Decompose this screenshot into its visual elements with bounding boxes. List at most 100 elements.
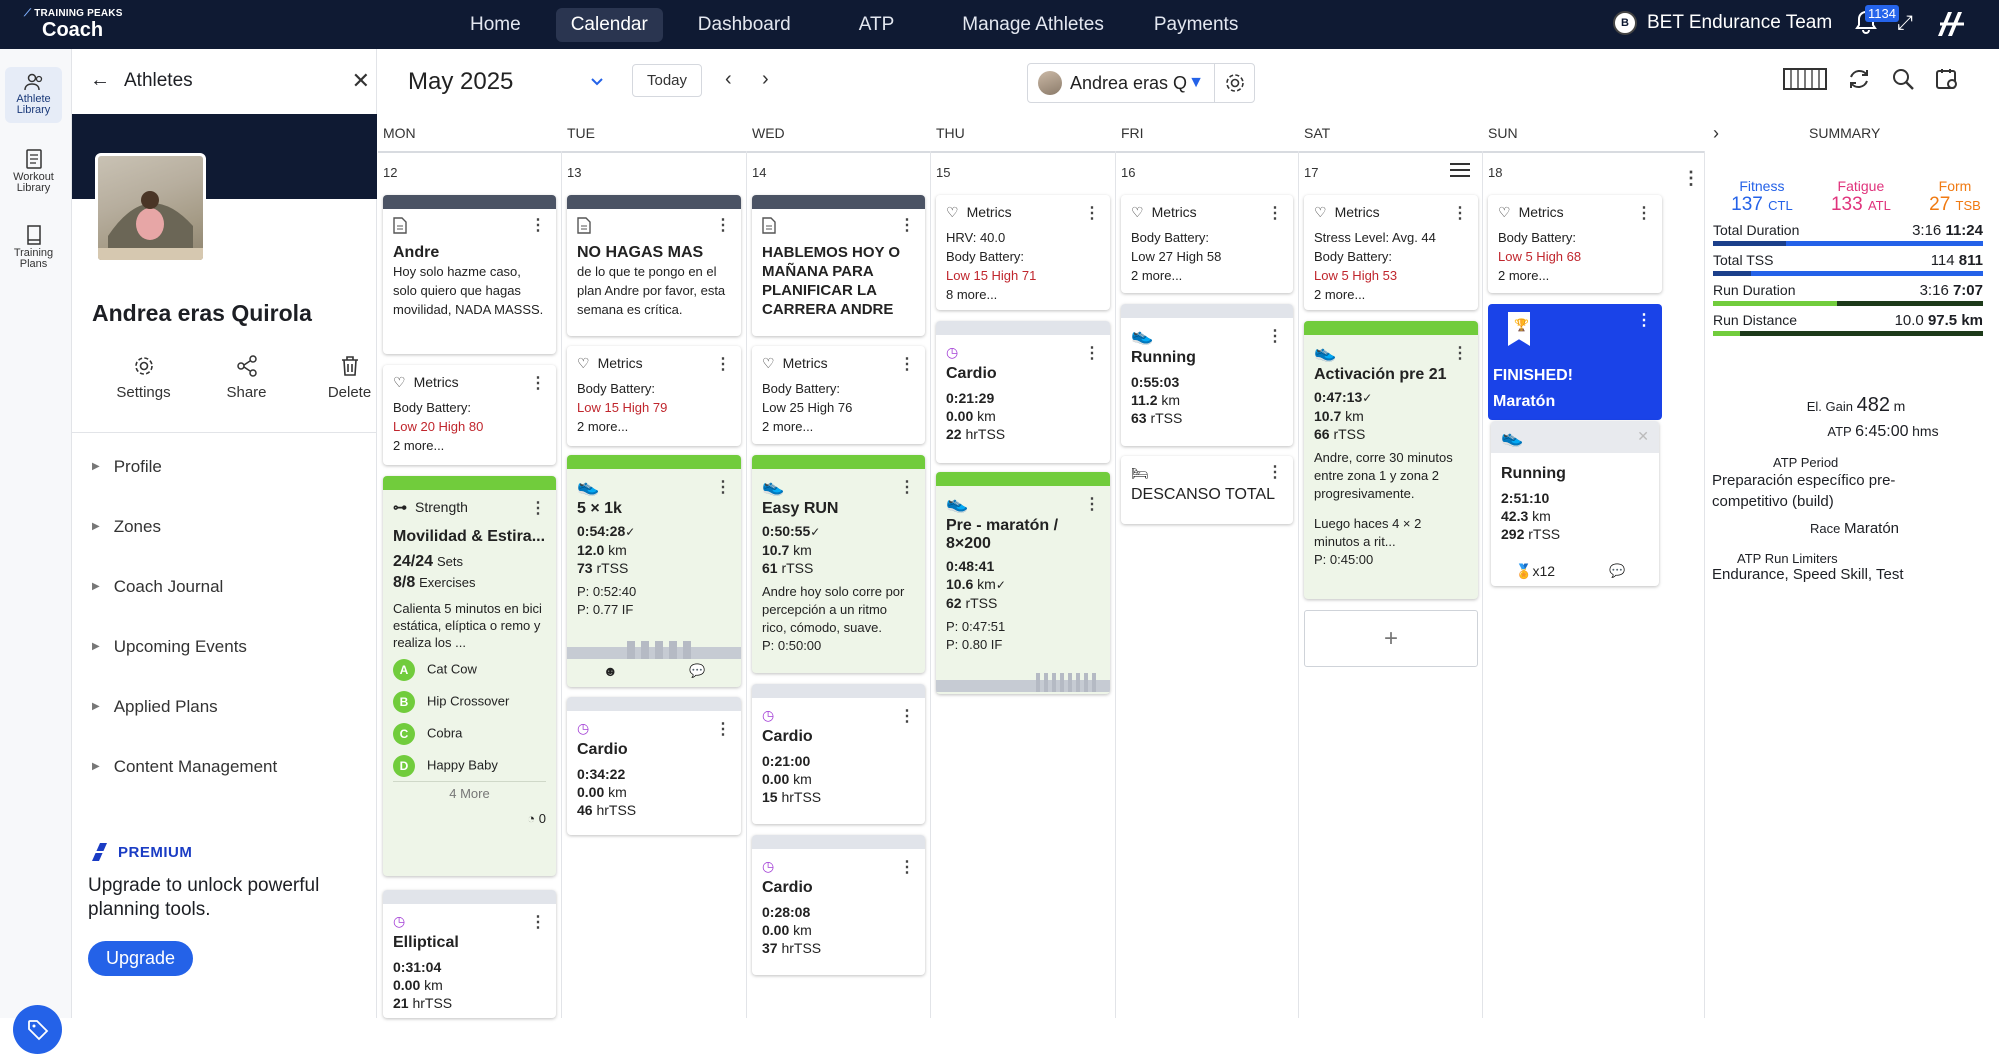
- cardio-card[interactable]: ⋮ ◷ Cardio 0:21:00 0.00 km 15 hrTSS: [752, 684, 925, 824]
- comments-icon[interactable]: 💬: [1609, 563, 1626, 578]
- run-workout-card[interactable]: ⋮ 👟 Running 0:55:03 11.2 km 63 rTSS: [1121, 304, 1293, 446]
- kebab-icon[interactable]: ⋮: [715, 217, 731, 234]
- menu-applied-plans[interactable]: ▶ Applied Plans: [92, 697, 218, 716]
- more-exercises-link[interactable]: 4 More: [393, 781, 546, 803]
- cardio-card[interactable]: ⋮ ◷ Cardio 0:34:22 0.00 km 46 hrTSS: [567, 697, 741, 835]
- kebab-icon[interactable]: ⋮: [715, 721, 731, 738]
- nav-payments[interactable]: Payments: [1153, 14, 1239, 35]
- chevron-right-icon[interactable]: ›: [762, 68, 769, 90]
- trainingpeaks-logo[interactable]: ⟋ TRAINING PEAKS Coach: [24, 8, 123, 41]
- athlete-settings-button[interactable]: [1214, 64, 1254, 102]
- athlete-selector[interactable]: Andrea eras Quir... ▼: [1027, 63, 1255, 103]
- cardio-card[interactable]: ⋮ ◷ Cardio 0:21:29 0.00 km 22 hrTSS: [936, 321, 1110, 463]
- run-workout-card[interactable]: ⋮ 👟 Easy RUN 0:50:55✓ 10.7 km 61 rTSS An…: [752, 455, 925, 673]
- metrics-card[interactable]: ⋮ ♡ Metrics Body Battery: Low 15 High 79 …: [567, 346, 741, 446]
- kebab-icon[interactable]: ⋮: [715, 479, 731, 496]
- rest-day-card[interactable]: ⋮ 🛏 DESCANSO TOTAL: [1121, 456, 1293, 524]
- metrics-card[interactable]: ⋮ ♡ Metrics HRV: 40.0 Body Battery: Low 1…: [936, 195, 1110, 310]
- note-card[interactable]: ⋮ HABLEMOS HOY O MAÑANA PARA PLANIFICAR …: [752, 195, 925, 336]
- chevron-down-icon[interactable]: [590, 74, 604, 92]
- kebab-icon[interactable]: ⋮: [1636, 312, 1652, 329]
- team-selector[interactable]: B BET Endurance Team: [1613, 11, 1832, 35]
- month-title[interactable]: May 2025: [408, 68, 514, 95]
- nav-atp[interactable]: ATP: [858, 14, 895, 35]
- kebab-icon[interactable]: ⋮: [899, 859, 915, 876]
- metrics-card[interactable]: ⋮ ♡ Metrics Body Battery: Low 27 High 58 …: [1121, 195, 1293, 293]
- kebab-icon[interactable]: ⋮: [530, 500, 546, 517]
- nav-calendar[interactable]: Calendar: [555, 8, 663, 42]
- caret-down-icon[interactable]: ▼: [1188, 74, 1204, 91]
- metrics-card[interactable]: ⋮ ♡ Metrics Body Battery: Low 20 High 80 …: [383, 365, 556, 465]
- hamburger-menu-icon[interactable]: [1449, 162, 1471, 183]
- week-kebab-icon[interactable]: ⋮: [1682, 168, 1700, 188]
- kebab-icon[interactable]: ⋮: [1452, 345, 1468, 362]
- check-icon: ✓: [995, 578, 1006, 592]
- run-workout-card[interactable]: ⋮ 👟 Pre - maratón / 8×200 0:48:41 10.6 k…: [936, 472, 1110, 694]
- nav-home[interactable]: Home: [470, 14, 521, 35]
- summary-row-label: Run Duration: [1713, 282, 1796, 298]
- kebab-icon[interactable]: ⋮: [1267, 205, 1283, 222]
- tp-brand-icon[interactable]: [1936, 10, 1966, 43]
- close-icon[interactable]: ✕: [351, 67, 370, 93]
- close-icon[interactable]: ✕: [1637, 428, 1649, 444]
- stopwatch-icon: ◷: [762, 707, 775, 723]
- calendar-header: [378, 49, 1999, 115]
- menu-profile[interactable]: ▶ Profile: [92, 457, 162, 476]
- note-card[interactable]: ⋮ Andre Hoy solo hazme caso, solo quiero…: [383, 195, 556, 354]
- run-workout-card[interactable]: ⋮ 👟 Activación pre 21 0:47:13✓ 10.7 km 6…: [1304, 321, 1478, 599]
- expand-icon[interactable]: ⤢: [1897, 12, 1913, 34]
- kebab-icon[interactable]: ⋮: [1084, 345, 1100, 362]
- metrics-card[interactable]: ⋮ ♡ Metrics Body Battery: Low 25 High 76 …: [752, 346, 925, 444]
- nav-manage-athletes[interactable]: Manage Athletes: [962, 14, 1104, 35]
- kebab-icon[interactable]: ⋮: [1084, 496, 1100, 513]
- strength-workout-card[interactable]: ⋮ ⊶ Strength Movilidad & Estira... 24/24 …: [383, 476, 556, 876]
- menu-coach-journal[interactable]: ▶ Coach Journal: [92, 577, 224, 596]
- menu-content-management[interactable]: ▶ Content Management: [92, 757, 278, 776]
- kebab-icon[interactable]: ⋮: [1267, 328, 1283, 345]
- chevron-right-icon[interactable]: ›: [1713, 122, 1719, 143]
- menu-upcoming-events[interactable]: ▶ Upcoming Events: [92, 637, 247, 656]
- menu-zones[interactable]: ▶ Zones: [92, 517, 161, 536]
- week-view-icon[interactable]: [1783, 67, 1827, 96]
- elliptical-card[interactable]: ⋮ ◷ Elliptical 0:31:04 0.00 km 21 hrTSS: [383, 890, 556, 1018]
- kebab-icon[interactable]: ⋮: [899, 479, 915, 496]
- metrics-card[interactable]: ⋮ ♡ Metrics Body Battery: Low 5 High 68 2…: [1488, 195, 1662, 293]
- comments-icon[interactable]: 💬: [689, 663, 706, 678]
- chevron-left-icon[interactable]: ‹: [725, 68, 732, 90]
- kebab-icon[interactable]: ⋮: [715, 356, 731, 373]
- note-card[interactable]: ⋮ NO HAGAS MAS de lo que te pongo en el …: [567, 195, 741, 336]
- bed-icon: 🛏: [1131, 465, 1149, 481]
- search-icon[interactable]: [1891, 67, 1915, 96]
- calendar-settings-icon[interactable]: [1935, 67, 1959, 96]
- today-button[interactable]: Today: [632, 64, 703, 97]
- rail-athlete-library[interactable]: Athlete Library: [5, 67, 62, 123]
- kebab-icon[interactable]: ⋮: [899, 356, 915, 373]
- run-workout-card[interactable]: 👟 ✕ Running 2:51:10 42.3 km 292 rTSS 🏅x1…: [1491, 421, 1659, 586]
- kebab-icon[interactable]: ⋮: [1452, 205, 1468, 222]
- kebab-icon[interactable]: ⋮: [899, 217, 915, 234]
- settings-button[interactable]: Settings: [92, 355, 195, 401]
- rail-workout-library[interactable]: Workout Library: [5, 143, 62, 199]
- race-event-card[interactable]: ⋮ 🏆 FINISHED! Maratón: [1488, 304, 1662, 420]
- add-workout-button[interactable]: +: [1304, 610, 1478, 667]
- kebab-icon[interactable]: ⋮: [530, 217, 546, 234]
- share-button[interactable]: Share: [195, 355, 298, 401]
- kebab-icon[interactable]: ⋮: [530, 375, 546, 392]
- delete-button[interactable]: Delete: [298, 355, 401, 401]
- back-arrow-icon[interactable]: ←: [90, 69, 110, 91]
- tag-button[interactable]: [13, 1005, 62, 1054]
- nav-dashboard[interactable]: Dashboard: [697, 14, 791, 35]
- run-workout-card[interactable]: ⋮ 👟 5 × 1k 0:54:28✓ 12.0 km 73 rTSS P: 0…: [567, 455, 741, 687]
- metrics-card[interactable]: ⋮ ♡ Metrics Stress Level: Avg. 44 Body Ba…: [1304, 195, 1478, 310]
- heart-rate-icon: ♡: [946, 204, 959, 220]
- kebab-icon[interactable]: ⋮: [1636, 205, 1652, 222]
- cardio-card[interactable]: ⋮ ◷ Cardio 0:28:08 0.00 km 37 hrTSS: [752, 835, 925, 975]
- upgrade-button[interactable]: Upgrade: [88, 941, 194, 976]
- kebab-icon[interactable]: ⋮: [1267, 464, 1283, 481]
- kebab-icon[interactable]: ⋮: [899, 708, 915, 725]
- kebab-icon[interactable]: ⋮: [530, 914, 546, 931]
- kebab-icon[interactable]: ⋮: [1084, 205, 1100, 222]
- sync-icon[interactable]: [1847, 67, 1871, 96]
- rail-training-plans[interactable]: Training Plans: [5, 219, 62, 275]
- smiley-icon[interactable]: ☻: [603, 663, 618, 679]
